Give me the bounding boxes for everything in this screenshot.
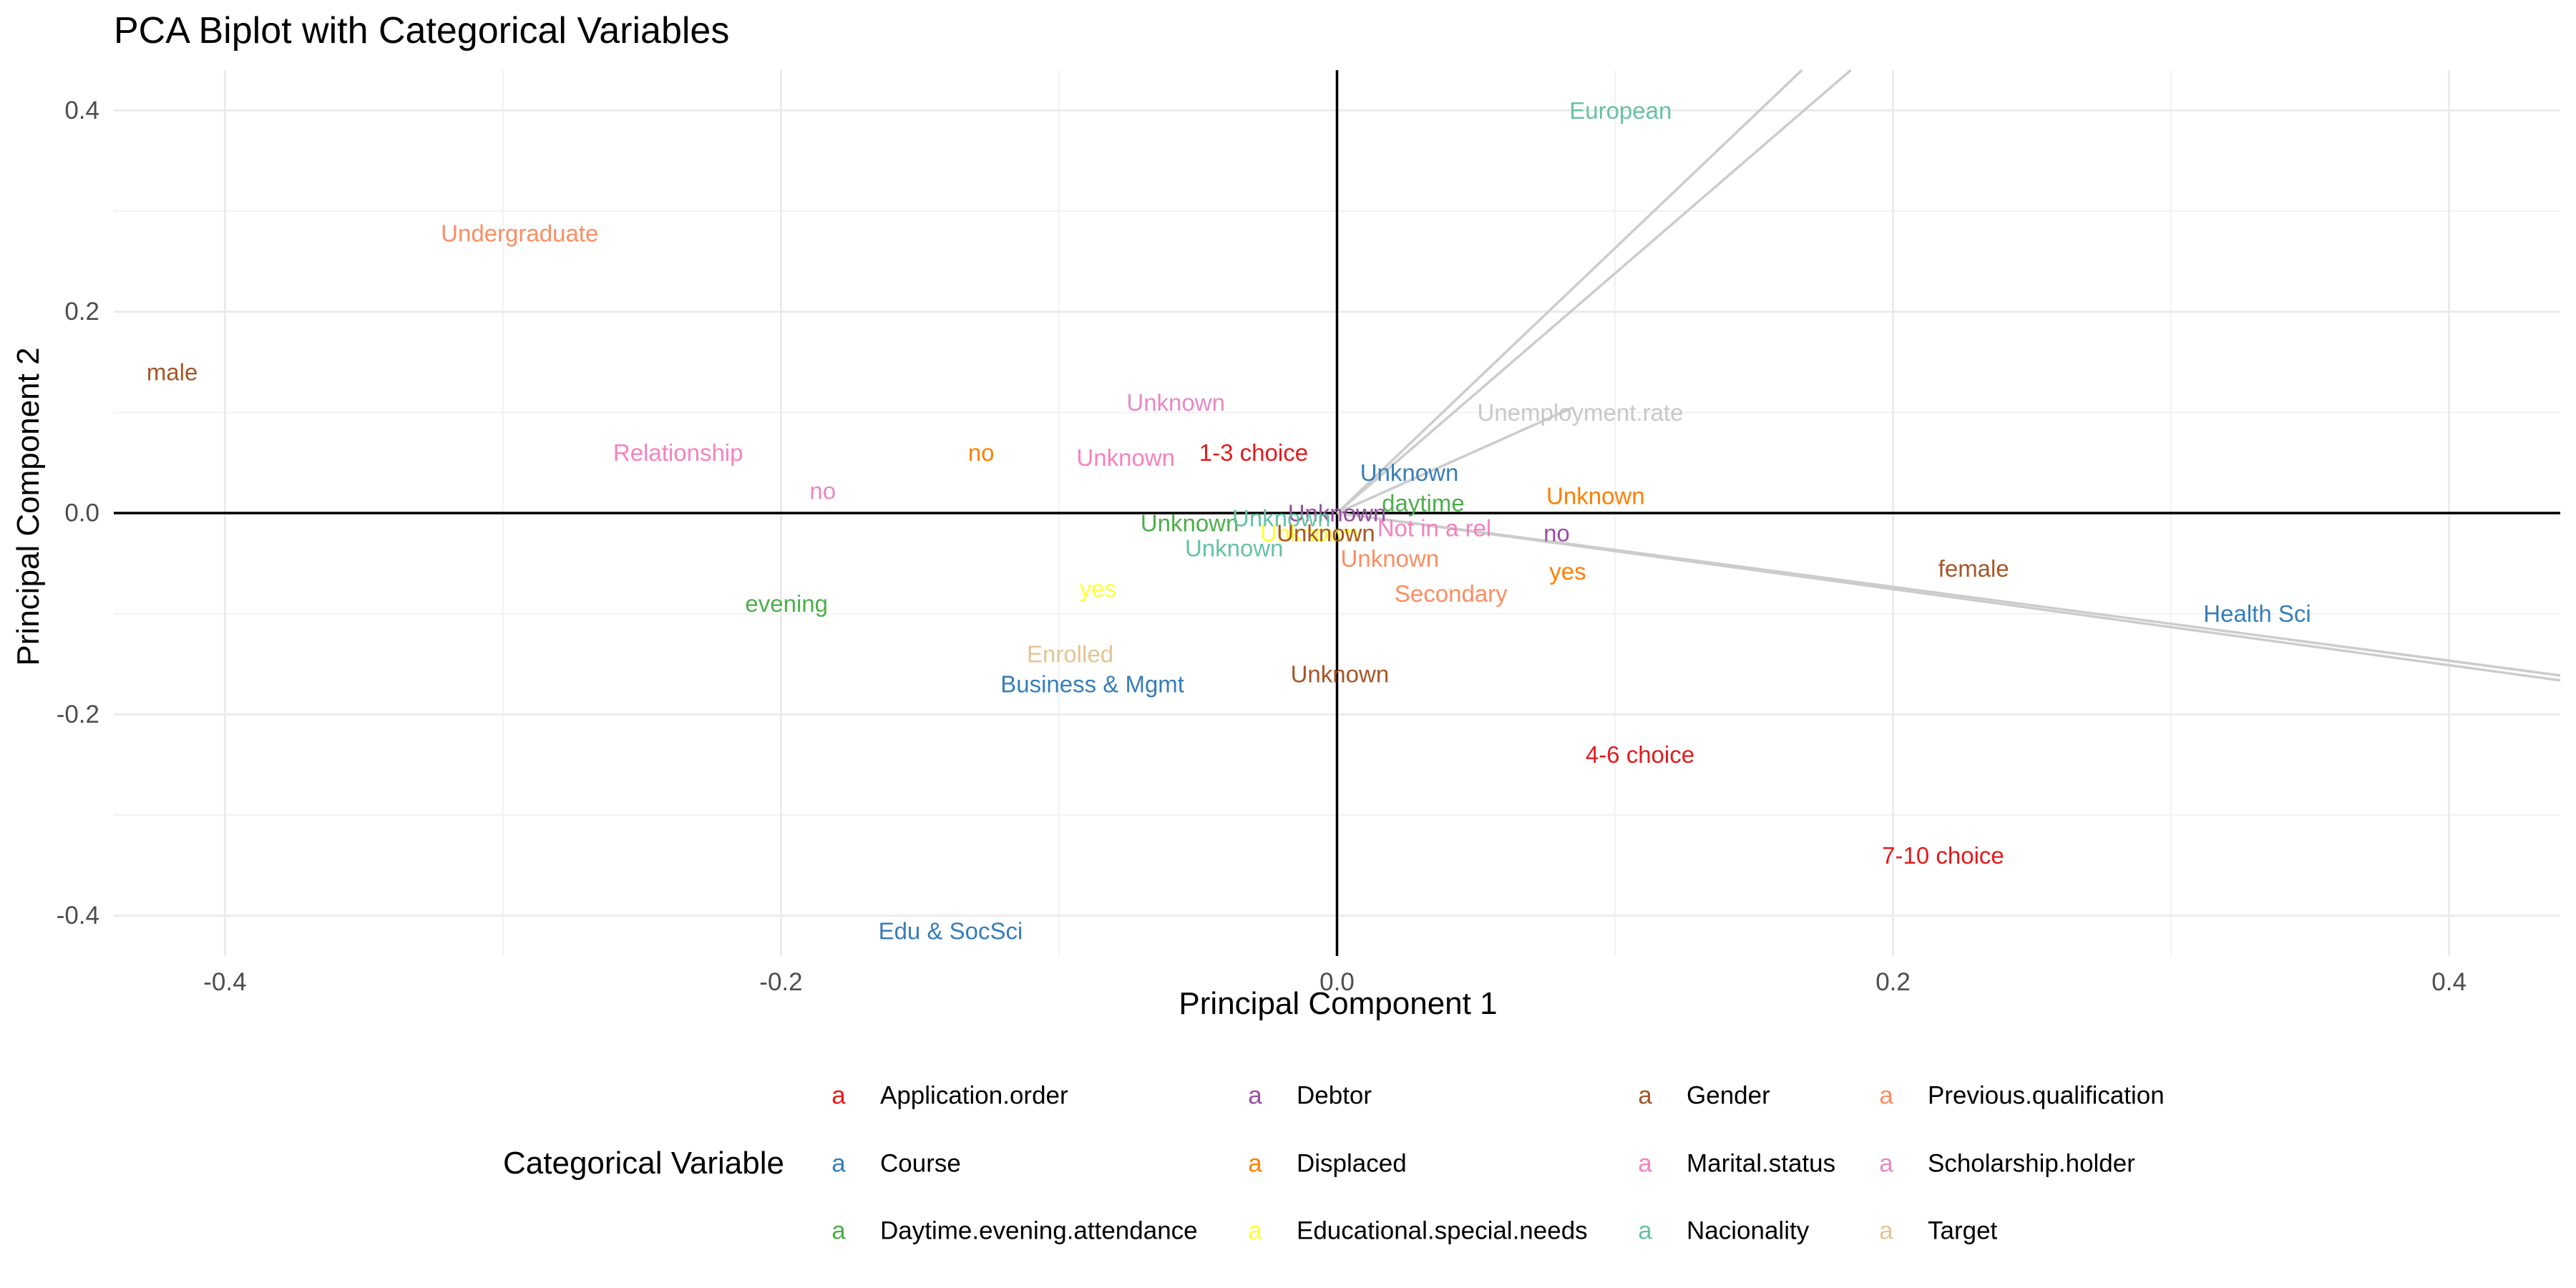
category-point-label: no xyxy=(968,439,995,466)
category-point-label: yes xyxy=(1080,575,1116,602)
y-tick-label: 0.0 xyxy=(64,499,99,527)
loading-vector xyxy=(1336,69,1803,514)
x-tick-label: 0.4 xyxy=(2431,968,2467,996)
legend-key: a xyxy=(1879,1082,1893,1110)
legend-item-label: Gender xyxy=(1687,1082,1770,1110)
category-point-label: 4-6 choice xyxy=(1586,741,1694,768)
legend-item-label: Previous.qualification xyxy=(1928,1082,2165,1110)
category-point-label: Secondary xyxy=(1395,580,1508,607)
category-point-label: Unknown xyxy=(1232,505,1331,532)
y-tick-label: 0.2 xyxy=(64,298,99,326)
legend-item-label: Course xyxy=(880,1150,961,1178)
loading-vector xyxy=(1337,512,2561,682)
x-axis-ticks: -0.4 -0.2 0.0 0.2 0.4 xyxy=(203,968,2467,996)
category-point-label: Not in a rel xyxy=(1377,515,1492,542)
legend: Categorical Variable a Application.order a… xyxy=(503,1082,2165,1245)
legend-key: a xyxy=(1248,1150,1262,1178)
category-point-label: no xyxy=(1543,520,1570,547)
category-point-label: yes xyxy=(1549,558,1586,585)
y-axis-title: Principal Component 2 xyxy=(11,347,46,665)
loading-vector xyxy=(1336,69,1852,514)
category-point-label: female xyxy=(1938,555,2009,582)
legend-item-label: Target xyxy=(1928,1217,1998,1245)
y-tick-label: -0.2 xyxy=(57,701,99,728)
legend-key: a xyxy=(1879,1150,1893,1178)
category-point-label: Unknown xyxy=(1288,500,1387,527)
category-point-label: Undergraduate xyxy=(441,220,598,246)
category-point-label: evening xyxy=(745,590,828,617)
category-point-label: Unknown xyxy=(1291,661,1390,688)
x-tick-label: -0.4 xyxy=(203,968,246,996)
category-point-label: Unknown xyxy=(1260,520,1359,547)
x-axis-title: Principal Component 1 xyxy=(1179,986,1497,1021)
category-point-label: European xyxy=(1569,97,1672,124)
category-point-label: Unknown xyxy=(1126,389,1225,416)
legend-key: a xyxy=(1248,1217,1262,1245)
category-point-label: Unknown xyxy=(1141,510,1239,537)
category-point-label: no xyxy=(809,478,836,504)
category-point-label: Unknown xyxy=(1360,459,1459,486)
category-point-label: 1-3 choice xyxy=(1199,439,1308,466)
legend-key: a xyxy=(1248,1082,1262,1110)
category-point-label: Enrolled xyxy=(1027,640,1113,667)
category-labels: European Undergraduate male Unknown Relation… xyxy=(147,97,2311,945)
loading-vector xyxy=(1336,406,1574,514)
category-point-label: Business & Mgmt xyxy=(1000,671,1184,698)
legend-key: a xyxy=(1638,1082,1652,1110)
chart-title: PCA Biplot with Categorical Variables xyxy=(114,10,729,52)
legend-item-label: Scholarship.holder xyxy=(1928,1150,2135,1178)
category-point-label: Unknown xyxy=(1341,545,1440,572)
loading-vectors: Unemployment.rate xyxy=(1336,69,2561,682)
y-tick-label: -0.4 xyxy=(57,902,99,930)
legend-title: Categorical Variable xyxy=(503,1146,784,1181)
legend-key: a xyxy=(1638,1217,1652,1245)
category-point-label: Unknown xyxy=(1185,535,1284,562)
category-point-label: Health Sci xyxy=(2203,600,2311,627)
category-point-label: Unknown xyxy=(1076,444,1175,471)
legend-key: a xyxy=(1638,1150,1652,1178)
legend-item-label: Debtor xyxy=(1297,1082,1372,1110)
x-tick-label: 0.0 xyxy=(1319,968,1355,996)
category-point-label: Edu & SocSci xyxy=(879,917,1023,944)
legend-key: a xyxy=(831,1217,846,1245)
category-point-label: male xyxy=(147,359,198,386)
category-point-label: daytime xyxy=(1382,489,1465,516)
legend-key: a xyxy=(831,1082,846,1110)
category-point-label: Unknown xyxy=(1546,483,1645,509)
y-tick-label: 0.4 xyxy=(64,97,99,125)
legend-item-label: Displaced xyxy=(1297,1150,1407,1178)
legend-key: a xyxy=(831,1150,846,1178)
x-tick-label: -0.2 xyxy=(759,968,802,996)
y-axis-ticks: 0.4 0.2 0.0 -0.2 -0.4 xyxy=(57,97,99,930)
legend-item-label: Application.order xyxy=(880,1082,1068,1110)
legend-item-label: Marital.status xyxy=(1687,1150,1835,1178)
legend-item-label: Nacionality xyxy=(1687,1217,1810,1245)
category-point-label: Relationship xyxy=(613,439,743,466)
category-point-label: 7-10 choice xyxy=(1882,842,2004,869)
category-point-label: Unknown xyxy=(1277,520,1375,547)
legend-item-label: Educational.special.needs xyxy=(1297,1217,1588,1245)
legend-item-label: Daytime.evening.attendance xyxy=(880,1217,1198,1245)
legend-key: a xyxy=(1879,1217,1893,1245)
vector-label: Unemployment.rate xyxy=(1477,399,1683,426)
x-tick-label: 0.2 xyxy=(1875,968,1911,996)
